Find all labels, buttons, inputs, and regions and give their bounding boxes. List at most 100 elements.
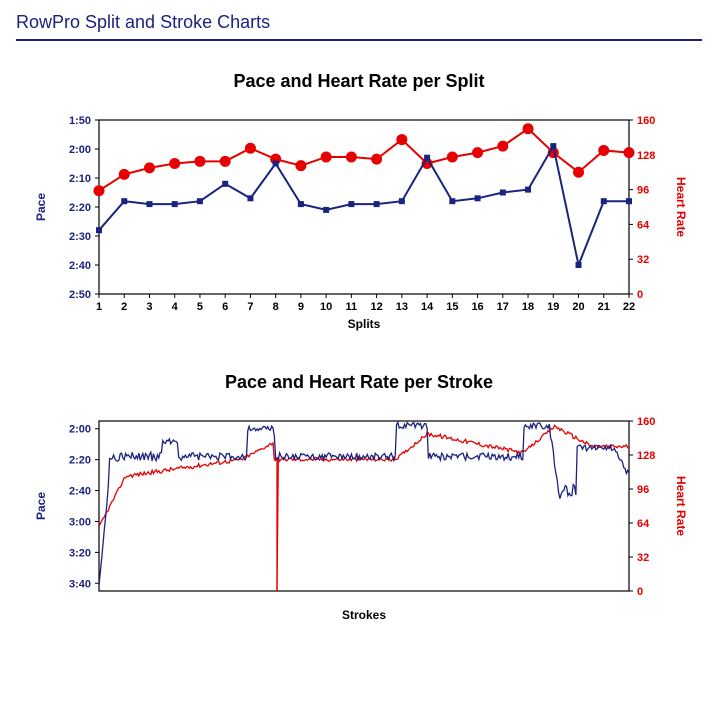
stroke-right-tick: 32 — [637, 552, 649, 564]
split-y-right-label: Heart Rate — [674, 177, 688, 237]
split-chart: 1:502:002:102:202:302:402:50160128966432… — [16, 100, 702, 340]
split-right-tick: 160 — [637, 115, 655, 127]
split-hr-marker — [144, 163, 154, 173]
split-x-tick: 14 — [421, 301, 434, 313]
split-x-tick: 22 — [623, 301, 635, 313]
stroke-left-tick: 2:20 — [69, 455, 91, 467]
split-pace-marker — [500, 190, 506, 196]
split-hr-marker — [220, 156, 230, 166]
split-hr-marker — [321, 152, 331, 162]
split-x-tick: 7 — [247, 301, 253, 313]
split-hr-marker — [624, 148, 634, 158]
split-x-tick: 10 — [320, 301, 332, 313]
split-pace-marker — [197, 198, 203, 204]
split-hr-marker — [346, 152, 356, 162]
split-left-tick: 2:10 — [69, 173, 91, 185]
split-x-tick: 11 — [346, 301, 358, 313]
split-hr-marker — [599, 145, 609, 155]
stroke-x-label: Strokes — [342, 608, 386, 622]
split-hr-marker — [296, 161, 306, 171]
split-hr-marker — [397, 135, 407, 145]
split-hr-marker — [447, 152, 457, 162]
split-left-tick: 1:50 — [69, 115, 91, 127]
stroke-y-left-label: Pace — [34, 492, 48, 520]
split-left-tick: 2:50 — [69, 289, 91, 301]
split-hr-marker — [523, 124, 533, 134]
split-pace-marker — [475, 195, 481, 201]
split-x-tick: 4 — [172, 301, 179, 313]
split-pace-marker — [222, 181, 228, 187]
split-x-label: Splits — [348, 317, 381, 331]
split-pace-marker — [601, 198, 607, 204]
split-pace-marker — [146, 201, 152, 207]
split-pace-marker — [298, 201, 304, 207]
split-x-tick: 19 — [547, 301, 559, 313]
split-pace-marker — [273, 161, 279, 167]
stroke-chart: 2:00 2:20 2:40 3:00 3:20 3:40 160 128 96 64 32 0 Pac… — [16, 401, 702, 631]
stroke-left-tick: 3:20 — [69, 547, 91, 559]
split-pace-marker — [626, 198, 632, 204]
split-right-tick: 32 — [637, 254, 649, 266]
stroke-right-tick: 160 — [637, 416, 655, 428]
split-x-tick: 21 — [598, 301, 610, 313]
split-left-tick: 2:30 — [69, 231, 91, 243]
split-x-tick: 6 — [222, 301, 228, 313]
split-hr-marker — [574, 167, 584, 177]
split-chart-title: Pace and Heart Rate per Split — [16, 71, 702, 92]
stroke-left-tick: 2:00 — [69, 424, 91, 436]
split-x-tick: 5 — [197, 301, 203, 313]
split-pace-marker — [550, 143, 556, 149]
stroke-y-right-label: Heart Rate — [674, 476, 688, 536]
stroke-right-tick: 96 — [637, 484, 649, 496]
split-x-tick: 17 — [497, 301, 509, 313]
split-pace-marker — [172, 201, 178, 207]
split-hr-marker — [372, 154, 382, 164]
split-x-tick: 8 — [273, 301, 279, 313]
split-y-left-label: Pace — [34, 193, 48, 221]
split-pace-marker — [323, 207, 329, 213]
split-x-tick: 12 — [370, 301, 382, 313]
stroke-left-tick: 2:40 — [69, 486, 91, 498]
split-x-tick: 9 — [298, 301, 304, 313]
split-x-tick: 18 — [522, 301, 534, 313]
split-pace-marker — [525, 187, 531, 193]
split-hr-marker — [473, 148, 483, 158]
split-hr-marker — [498, 141, 508, 151]
stroke-left-tick: 3:00 — [69, 516, 91, 528]
split-pace-marker — [424, 155, 430, 161]
split-x-tick: 15 — [446, 301, 458, 313]
split-x-tick: 2 — [121, 301, 127, 313]
split-x-tick: 16 — [471, 301, 483, 313]
split-left-tick: 2:20 — [69, 202, 91, 214]
split-hr-marker — [119, 169, 129, 179]
split-hr-marker — [195, 156, 205, 166]
stroke-right-tick: 128 — [637, 450, 655, 462]
split-pace-marker — [449, 198, 455, 204]
split-pace-marker — [399, 198, 405, 204]
split-hr-marker — [170, 159, 180, 169]
stroke-right-tick: 64 — [637, 518, 650, 530]
split-pace-marker — [96, 227, 102, 233]
split-right-tick: 128 — [637, 150, 655, 162]
split-x-tick: 13 — [396, 301, 408, 313]
stroke-right-tick: 0 — [637, 586, 643, 598]
split-left-tick: 2:40 — [69, 260, 91, 272]
stroke-left-tick: 3:40 — [69, 578, 91, 590]
split-x-tick: 20 — [572, 301, 584, 313]
split-x-tick: 3 — [146, 301, 152, 313]
split-pace-marker — [576, 262, 582, 268]
split-left-tick: 2:00 — [69, 144, 91, 156]
title-rule — [16, 39, 702, 41]
split-pace-marker — [348, 201, 354, 207]
split-pace-marker — [374, 201, 380, 207]
page-title: RowPro Split and Stroke Charts — [16, 12, 702, 33]
split-hr-marker — [94, 186, 104, 196]
stroke-chart-title: Pace and Heart Rate per Stroke — [16, 372, 702, 393]
split-pace-marker — [121, 198, 127, 204]
split-pace-marker — [247, 195, 253, 201]
split-right-tick: 64 — [637, 219, 650, 231]
split-right-tick: 96 — [637, 185, 649, 197]
split-hr-marker — [245, 143, 255, 153]
split-x-tick: 1 — [96, 301, 102, 313]
split-right-tick: 0 — [637, 289, 643, 301]
